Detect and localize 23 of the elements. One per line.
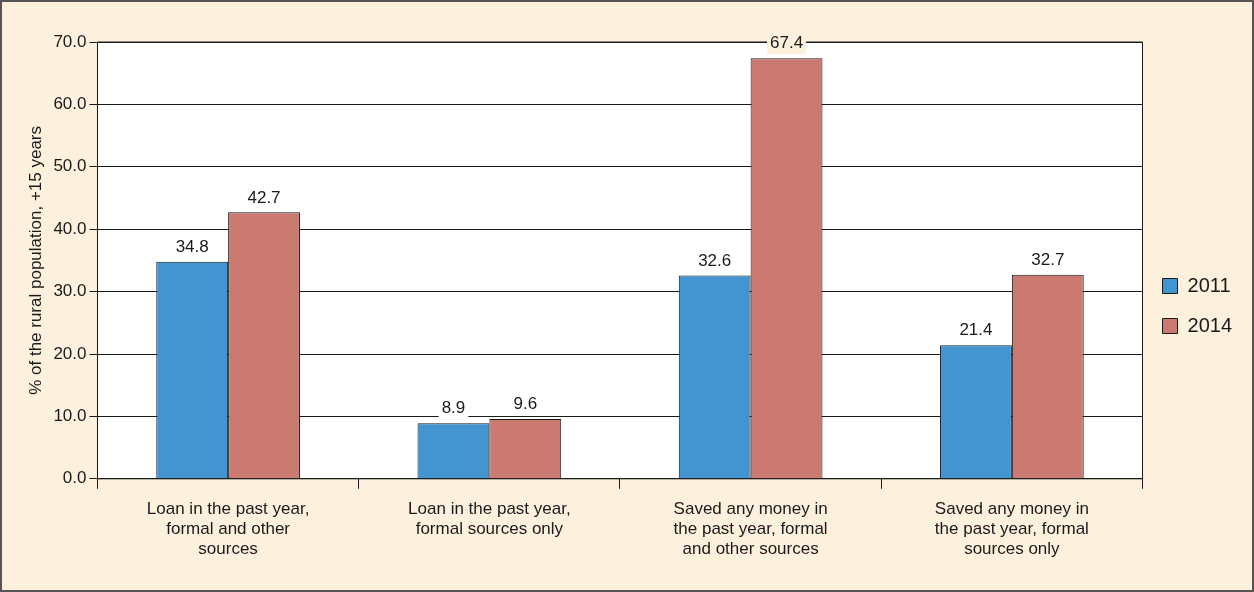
data-label: 8.9	[441, 398, 466, 418]
x-tick-label: Loan in the past year, formal sources only	[408, 498, 571, 539]
y-tick-label: 70.0	[53, 31, 87, 51]
y-tick-label: 0.0	[62, 468, 87, 488]
y-tick-label: 40.0	[53, 218, 87, 238]
data-label: 67.4	[770, 33, 804, 53]
legend-label: 2011	[1187, 273, 1231, 296]
x-tick-label: Loan in the past year, formal and other sources	[146, 498, 310, 559]
y-tick-label: 20.0	[53, 343, 87, 363]
data-label: 32.7	[1031, 249, 1065, 269]
data-label: 32.6	[698, 250, 732, 270]
data-label: 42.7	[247, 187, 281, 207]
y-axis-title: % of the rural population, +15 years	[25, 125, 45, 395]
data-label: 21.4	[959, 320, 993, 340]
x-tick-label: Saved any money in the past year, formal and other sources	[673, 498, 828, 559]
x-tick-label: Saved any money in the past year, formal sources only	[934, 498, 1089, 559]
data-label: 34.8	[175, 236, 209, 256]
y-tick-label: 60.0	[53, 94, 87, 114]
legend-label: 2014	[1187, 313, 1233, 336]
data-label: 9.6	[513, 394, 538, 414]
y-tick-label: 30.0	[53, 281, 87, 301]
y-tick-label: 10.0	[53, 406, 87, 426]
y-tick-label: 50.0	[53, 156, 87, 176]
